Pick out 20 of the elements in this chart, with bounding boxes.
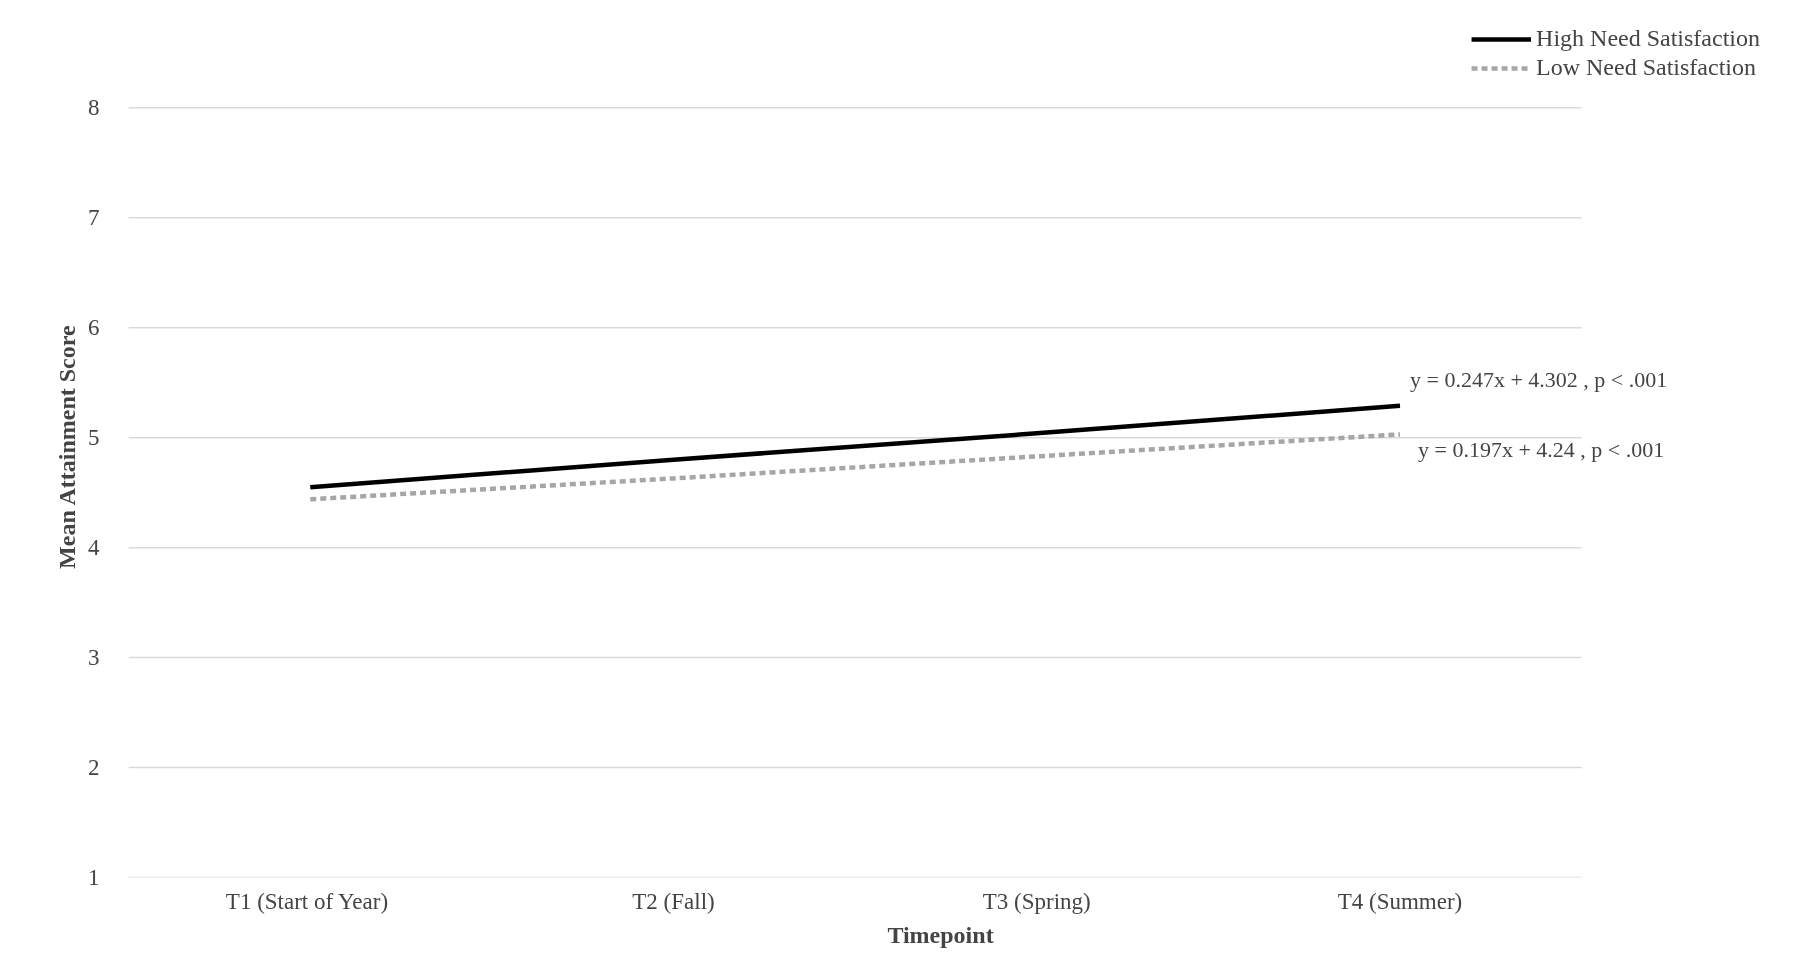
x-tick-label: T3 (Spring) [982,888,1091,914]
line-series [308,432,1403,502]
x-tick-label: T4 (Summer) [1337,888,1463,914]
annotation: y = 0.247x + 4.302 , p < .001 [1410,366,1668,392]
legend-label: Low Need Satisfaction [1536,54,1756,81]
legend-label: High Need Satisfaction [1536,25,1760,52]
y-tick-label: 2 [88,755,100,781]
y-tick-label: 1 [88,865,100,890]
y-axis-title: Mean Attainment Score [54,325,80,569]
y-tick-label: 8 [88,95,100,121]
x-tick-label: T2 (Fall) [632,888,715,914]
x-tick-label: T1 (Start of Year) [225,888,389,914]
annotation: y = 0.197x + 4.24 , p < .001 [1418,437,1665,463]
y-tick-label: 6 [88,315,100,341]
y-tick-label: 5 [88,425,100,451]
x-axis-title: Timepoint [887,921,994,948]
y-tick-label: 7 [88,205,100,231]
y-tick-label: 4 [88,535,100,561]
line-series [308,403,1403,490]
y-tick-label: 3 [88,645,100,671]
